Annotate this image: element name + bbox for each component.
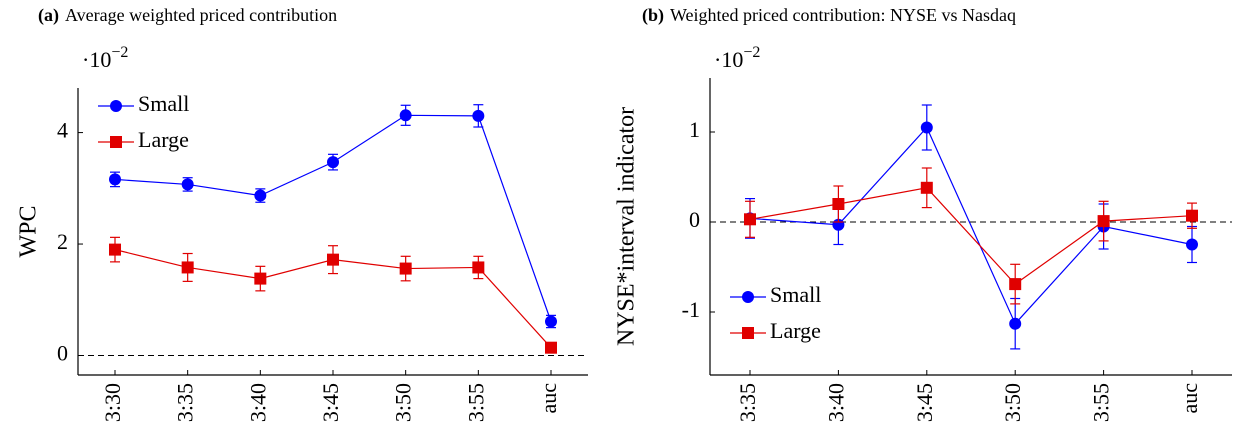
legend-label: Small (138, 91, 189, 116)
axis-multiplier: ·10−2 (714, 44, 760, 72)
x-tick-label: 3:55 (1089, 383, 1114, 422)
chart-title: (b) Weighted priced contribution: NYSE vs… (642, 5, 1016, 26)
multiplier-exponent: −2 (111, 44, 128, 61)
y-tick-label: 0 (57, 341, 68, 366)
legend-marker (742, 327, 754, 339)
x-tick-label: 3:45 (318, 383, 343, 422)
y-tick-label: 1 (689, 117, 700, 142)
x-tick-label: 3:55 (463, 383, 488, 422)
y-tick-label: -1 (682, 297, 700, 322)
marker (109, 243, 121, 256)
marker (327, 253, 339, 266)
multiplier-base: ·10 (714, 47, 743, 72)
series-line (749, 187, 1193, 285)
marker (545, 315, 557, 328)
marker (1009, 278, 1022, 291)
multiplier-base: ·10 (82, 47, 111, 72)
panel-label: (a) (38, 5, 59, 26)
marker (254, 272, 267, 285)
x-tick-label: auc (536, 383, 561, 414)
y-tick-label: 2 (57, 229, 68, 254)
marker (1186, 209, 1198, 222)
legend-label: Small (770, 282, 821, 307)
y-axis-label: NYSE*interval indicator (614, 107, 640, 346)
y-axis-label: WPC (16, 205, 42, 257)
x-tick-label: 3:50 (1000, 383, 1025, 422)
marker (920, 121, 933, 134)
y-tick-label: 4 (57, 118, 68, 143)
marker (472, 261, 485, 274)
legend-marker (742, 291, 754, 303)
panel-label: (b) (642, 5, 664, 26)
marker (254, 189, 267, 202)
x-tick-label: 3:40 (823, 383, 848, 422)
marker (109, 173, 121, 186)
marker (545, 341, 557, 354)
x-tick-label: 3:35 (735, 383, 760, 422)
marker (181, 178, 194, 191)
marker (399, 262, 412, 275)
x-tick-label: 3:50 (391, 383, 416, 422)
x-tick-label: 3:40 (245, 383, 270, 422)
marker (1186, 238, 1198, 251)
legend-label: Large (770, 318, 821, 343)
marker (181, 261, 194, 274)
x-tick-label: auc (1177, 383, 1202, 414)
marker (832, 198, 845, 210)
legend-label: Large (138, 127, 189, 152)
marker (327, 156, 339, 169)
series-line (749, 126, 1193, 325)
marker (920, 181, 933, 194)
marker (1009, 317, 1022, 330)
x-tick-label: 3:45 (912, 383, 937, 422)
title-text: Weighted priced contribution: NYSE vs Na… (670, 5, 1016, 25)
marker (399, 109, 412, 122)
multiplier-exponent: −2 (743, 44, 760, 61)
axis-multiplier: ·10−2 (82, 44, 128, 72)
x-tick-label: 3:35 (173, 383, 198, 422)
legend-marker (110, 136, 122, 148)
marker (744, 213, 756, 226)
chart-title: (a) Average weighted priced contribution (38, 5, 337, 26)
legend-marker (110, 100, 122, 112)
marker (472, 109, 485, 122)
x-tick-label: 3:30 (100, 383, 125, 422)
y-tick-label: 0 (689, 207, 700, 232)
title-text: Average weighted priced contribution (65, 5, 337, 25)
marker (1097, 215, 1110, 228)
